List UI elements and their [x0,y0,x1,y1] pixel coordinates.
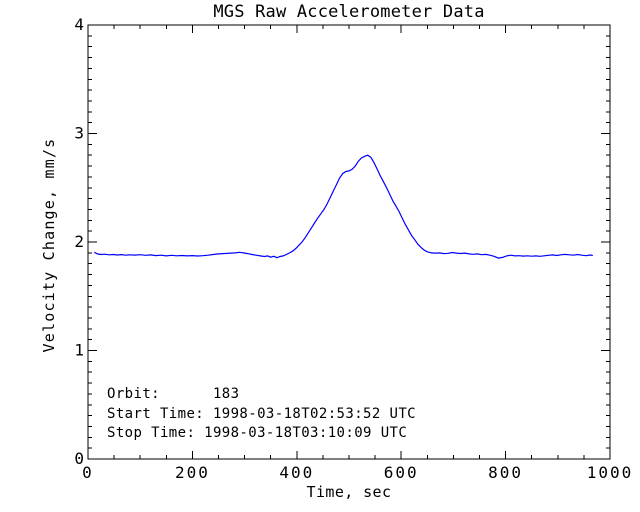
x-tick-label: 0 [82,463,94,482]
x-tick-label: 1000 [587,463,634,482]
y-tick-label: 0 [74,449,84,468]
y-tick-label: 4 [74,15,84,34]
orbit-annotation: Orbit: 183 [107,386,240,402]
stop-time-annotation: Stop Time: 1998-03-18T03:10:09 UTC [107,425,408,441]
x-tick-label: 200 [175,463,210,482]
annotation-block: Orbit: 183 Start Time: 1998-03-18T02:53:… [107,385,416,444]
chart-title: MGS Raw Accelerometer Data [213,2,485,22]
x-tick-label: 800 [488,463,523,482]
y-tick-label: 2 [74,232,84,251]
velocity-change-line [94,154,593,259]
start-time-annotation: Start Time: 1998-03-18T02:53:52 UTC [107,405,417,422]
axis-ticks [87,24,611,460]
x-tick-label: 600 [384,463,419,482]
x-tick-label: 400 [279,463,314,482]
x-tick-labels: 0 200 400 600 800 1000 [82,463,634,482]
y-tick-labels: 0 1 2 3 4 [74,15,84,468]
y-tick-label: 3 [74,124,84,143]
x-axis-label: Time, sec [306,483,392,501]
y-tick-label: 1 [74,341,84,360]
